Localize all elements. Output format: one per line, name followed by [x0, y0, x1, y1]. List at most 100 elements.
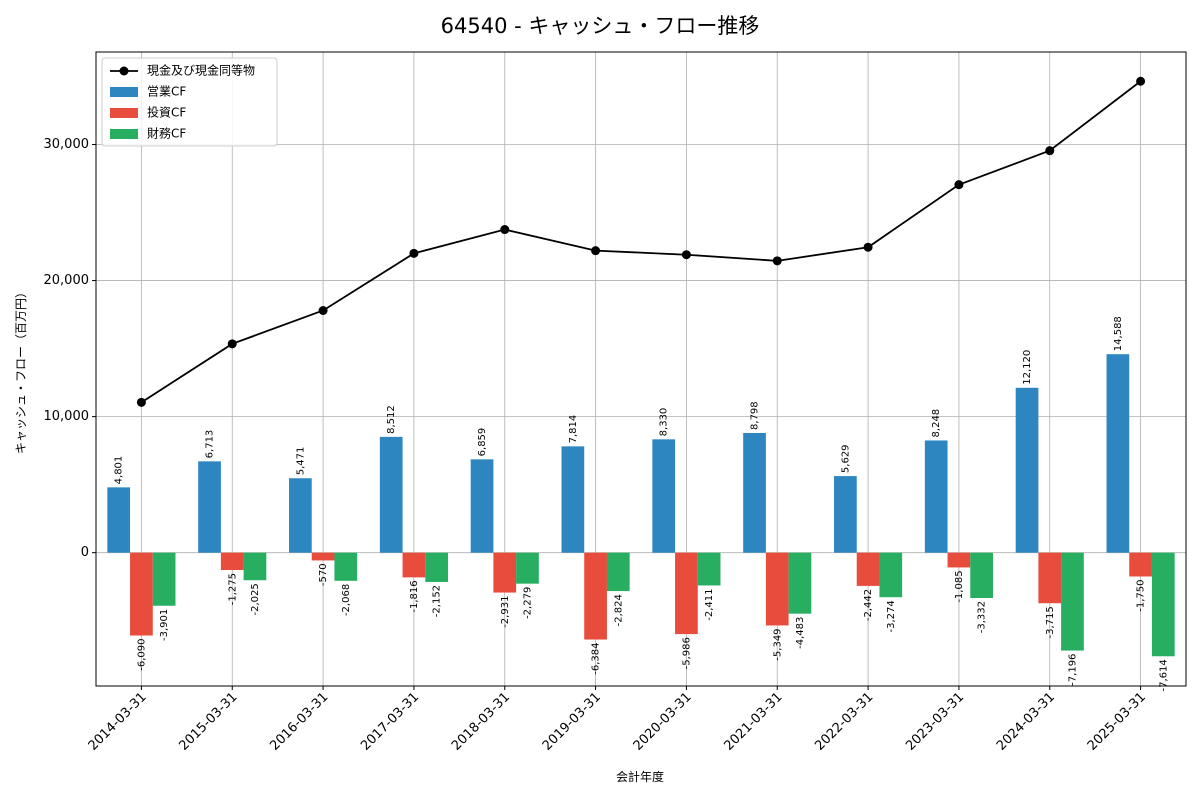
legend-box: [101, 57, 278, 147]
bar-data-label: -6,090: [136, 639, 147, 671]
bar-data-label: -1,275: [227, 573, 238, 605]
x-tick-label: 2022-03-31: [812, 690, 876, 754]
cash-equivalents-point: [1045, 146, 1055, 156]
y-tick-label: 30,000: [44, 137, 90, 152]
bar-data-label: -3,901: [159, 609, 170, 641]
bar-data-label: 8,248: [931, 409, 942, 438]
cash-equivalents-point: [227, 339, 237, 349]
bar-営業CF: [1015, 387, 1039, 553]
bar-data-label: -570: [318, 563, 329, 586]
x-axis-label: 会計年度: [616, 769, 664, 784]
x-tick-label: 2014-03-31: [86, 690, 150, 754]
bar-data-label: -1,085: [954, 570, 965, 602]
bar-data-label: -6,384: [591, 643, 602, 675]
bar-data-label: -1,816: [409, 580, 420, 612]
bar-投資CF: [311, 552, 335, 561]
bar-投資CF: [765, 552, 789, 626]
chart-title: 64540 - キャッシュ・フロー推移: [441, 14, 760, 38]
bar-data-label: -4,483: [795, 617, 806, 649]
bar-財務CF: [606, 552, 630, 592]
bar-財務CF: [516, 552, 539, 584]
bar-営業CF: [379, 436, 403, 553]
cash-equivalents-point: [136, 397, 146, 407]
x-tick-label: 2024-03-31: [994, 690, 1058, 754]
x-tick-label: 2017-03-31: [358, 690, 422, 754]
bar-data-label: 7,814: [568, 415, 579, 444]
legend-entry: 財務CF: [147, 126, 186, 141]
bar-投資CF: [1038, 552, 1062, 604]
axes-layer: 0 10,000 20,000 30,000 2014-03-31 2015-03-31 2…: [44, 51, 1187, 754]
bar-data-label: 8,512: [386, 405, 397, 434]
bar-data-label: -5,986: [681, 637, 692, 669]
cash-equivalents-line: [140, 80, 1142, 404]
legend-entry: 現金及び現金同等物: [147, 63, 255, 78]
y-tick-label: 20,000: [44, 273, 90, 288]
bar-投資CF: [493, 552, 517, 593]
plot-frame: [95, 51, 1187, 687]
legend-line-marker: [119, 66, 129, 76]
bar-営業CF: [561, 446, 585, 553]
bar-data-label: 14,588: [1113, 316, 1124, 351]
bar-営業CF: [924, 440, 948, 553]
bar-data-label: 4,801: [114, 456, 125, 485]
bar-投資CF: [584, 552, 607, 640]
bar-営業CF: [1106, 354, 1130, 553]
cash-equivalents-point: [591, 246, 601, 256]
legend-bar-swatch: [110, 108, 138, 118]
bar-財務CF: [1061, 552, 1084, 651]
bar-財務CF: [697, 552, 721, 586]
y-tick-label: 0: [81, 545, 89, 560]
bar-投資CF: [1129, 552, 1152, 577]
bar-data-label: 5,471: [295, 447, 306, 476]
bar-data-label: 6,859: [477, 428, 488, 457]
bar-営業CF: [289, 478, 312, 553]
bar-営業CF: [107, 487, 131, 553]
bar-data-label: -7,196: [1067, 654, 1078, 686]
x-tick-label: 2015-03-31: [177, 690, 241, 754]
bar-data-label: -2,442: [863, 589, 874, 621]
cash-equivalents-point: [318, 305, 328, 315]
bar-営業CF: [834, 476, 857, 553]
bar-財務CF: [1151, 552, 1175, 657]
x-tick-label: 2020-03-31: [631, 690, 695, 754]
bar-財務CF: [425, 552, 448, 582]
cash-equivalents-point: [500, 225, 510, 235]
bar-data-label: -1,750: [1136, 579, 1147, 611]
cash-equivalents-point: [772, 256, 782, 266]
bar-data-label: -3,715: [1045, 606, 1056, 638]
bar-data-label: 8,330: [659, 408, 670, 437]
bar-投資CF: [856, 552, 880, 586]
x-tick-label: 2018-03-31: [449, 690, 513, 754]
bar-営業CF: [652, 439, 676, 553]
bar-投資CF: [947, 552, 971, 568]
bar-営業CF: [743, 432, 766, 553]
y-tick-label: 10,000: [44, 409, 90, 424]
bar-data-label: -2,931: [500, 596, 511, 628]
bar-財務CF: [152, 552, 176, 606]
bar-data-label: -3,332: [977, 601, 988, 633]
cash-equivalents-point: [863, 242, 873, 252]
bar-投資CF: [675, 552, 698, 635]
bar-data-label: -2,068: [341, 584, 352, 616]
x-tick-label: 2016-03-31: [267, 690, 331, 754]
x-tick-label: 2021-03-31: [722, 690, 786, 754]
cash-equivalents-point: [954, 180, 964, 190]
bar-財務CF: [879, 552, 903, 598]
bar-data-label: -2,025: [250, 583, 261, 615]
bar-data-label: -7,614: [1158, 659, 1169, 691]
bar-data-label: -5,349: [772, 628, 783, 660]
bar-data-label: -2,824: [613, 594, 624, 626]
bar-data-label: -2,279: [522, 587, 533, 619]
legend-bar-swatch: [110, 129, 138, 139]
y-axis-label: キャッシュ・フロー（百万円）: [14, 286, 28, 454]
legend-entry: 投資CF: [147, 105, 186, 120]
bar-財務CF: [243, 552, 267, 581]
bar-財務CF: [970, 552, 993, 599]
bar-data-label: 8,798: [750, 401, 761, 430]
bar-data-label: 6,713: [205, 430, 216, 459]
bar-投資CF: [130, 552, 153, 636]
x-tick-label: 2019-03-31: [540, 690, 604, 754]
cash-equivalents-point: [409, 248, 419, 258]
